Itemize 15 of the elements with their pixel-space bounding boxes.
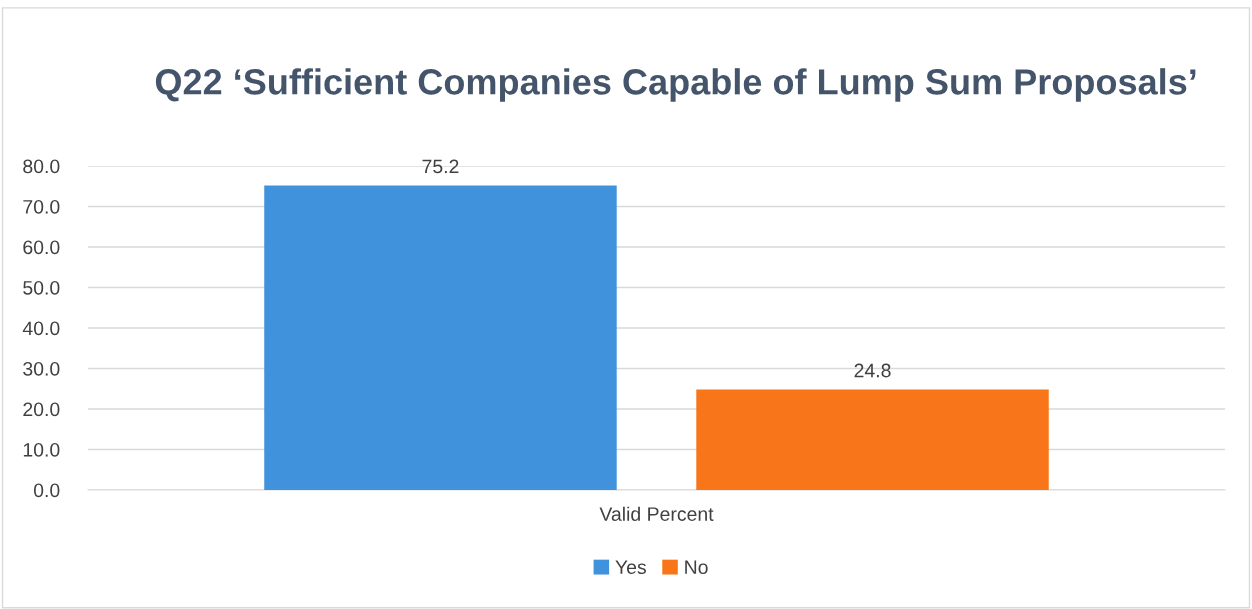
y-tick-label: 70.0 — [23, 199, 60, 214]
legend-label: No — [685, 560, 708, 575]
data-label: 24.8 — [854, 363, 891, 378]
y-tick-label: 0.0 — [33, 483, 60, 498]
y-tick-label: 60.0 — [23, 240, 60, 255]
y-tick-label: 40.0 — [22, 321, 60, 336]
chart-title: Q22 ‘Sufficient Companies Capable of Lump Sum Proposals’ — [155, 68, 1196, 102]
y-tick-label: 80.0 — [23, 159, 60, 174]
y-tick-label: 20.0 — [23, 402, 60, 417]
legend-label: Yes — [615, 560, 646, 575]
x-tick-label: Valid Percent — [599, 506, 714, 521]
y-tick-label: 10.0 — [23, 442, 60, 457]
y-tick-label: 50.0 — [23, 280, 60, 295]
data-label: 75.2 — [422, 159, 459, 174]
y-tick-label: 30.0 — [23, 361, 60, 376]
